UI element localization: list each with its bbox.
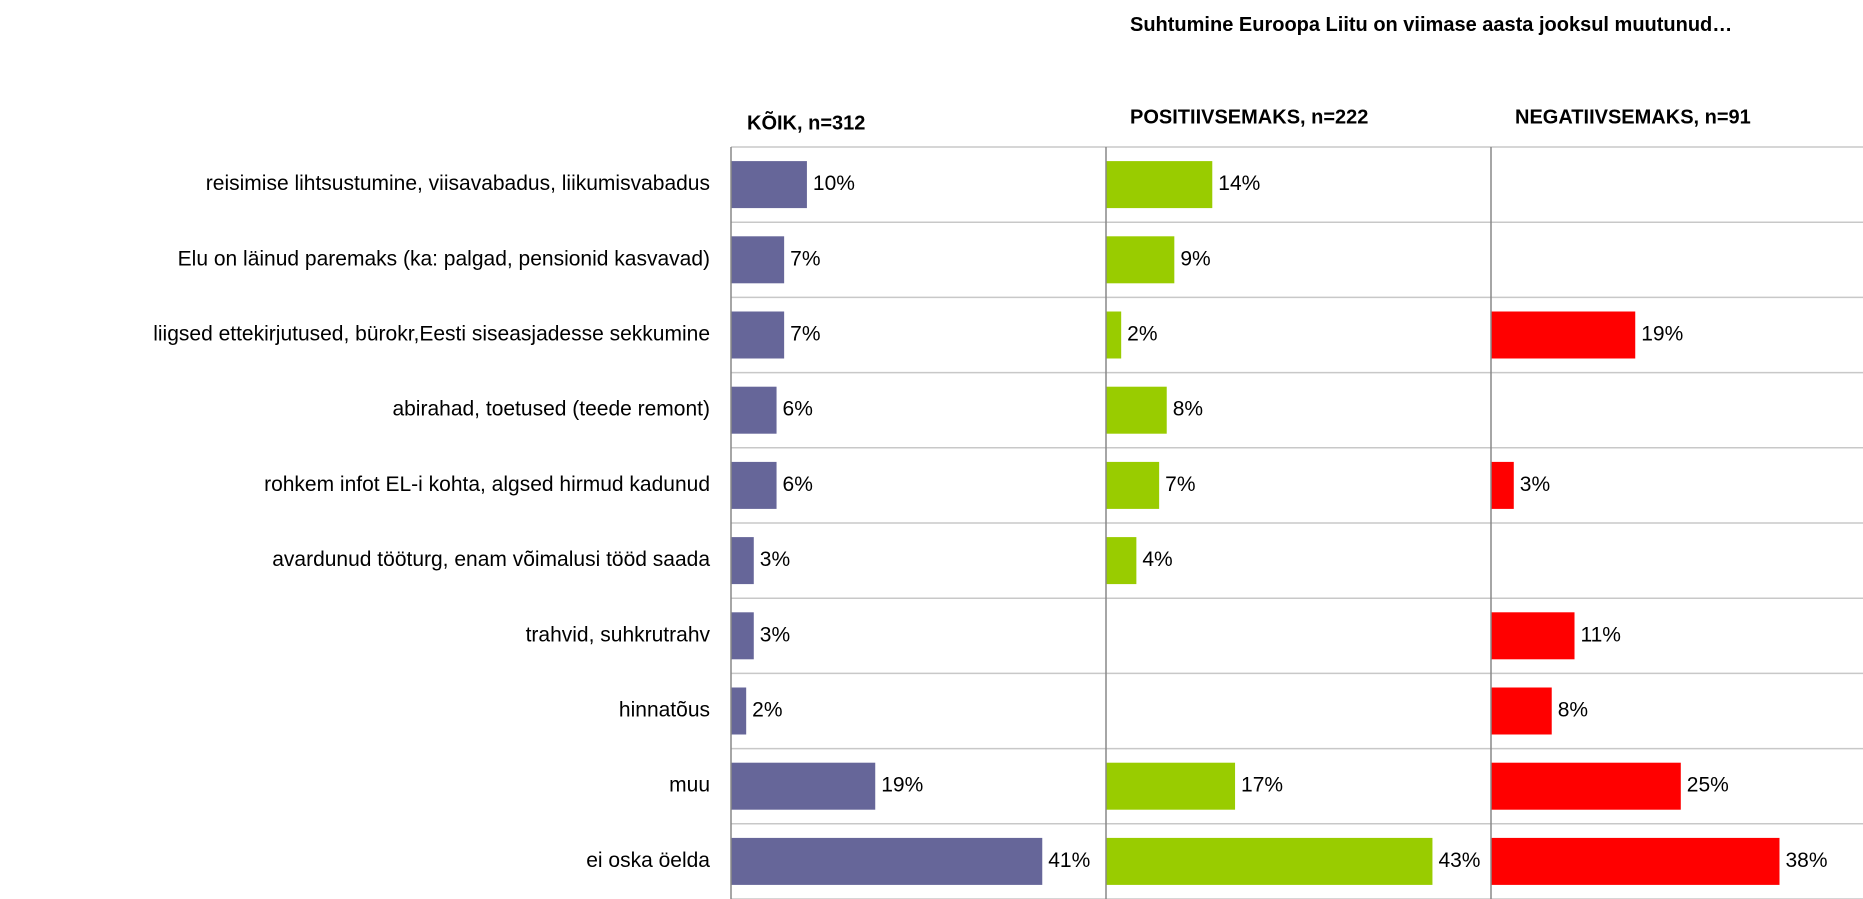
bar [731, 236, 785, 284]
value-label: 43% [1438, 849, 1480, 872]
value-label: 8% [1558, 699, 1588, 722]
bar [1491, 837, 1780, 885]
bar [731, 537, 754, 585]
bar [731, 837, 1043, 885]
bar [1491, 461, 1514, 509]
bar [731, 762, 876, 810]
value-label: 9% [1180, 247, 1210, 270]
bar [1106, 537, 1137, 585]
category-label: reisimise lihtsustumine, viisavabadus, l… [206, 172, 710, 195]
bar [1106, 461, 1160, 509]
category-label: trahvid, suhkrutrahv [526, 623, 711, 646]
value-label: 8% [1173, 398, 1203, 421]
category-label: abirahad, toetused (teede remont) [392, 398, 710, 421]
bar [1106, 161, 1213, 209]
value-label: 2% [1127, 323, 1157, 346]
value-label: 7% [1165, 473, 1195, 496]
value-label: 38% [1785, 849, 1827, 872]
value-label: 19% [881, 774, 923, 797]
category-label: hinnatõus [619, 699, 710, 722]
bar [731, 386, 777, 434]
category-label: ei oska öelda [586, 849, 710, 872]
panel-title: KÕIK, n=312 [747, 110, 865, 134]
bar [731, 461, 777, 509]
value-label: 17% [1241, 774, 1283, 797]
bar [1106, 236, 1175, 284]
bar [731, 687, 747, 735]
value-label: 4% [1142, 548, 1172, 571]
value-label: 3% [760, 623, 790, 646]
category-label: avardunud tööturg, enam võimalusi tööd s… [272, 548, 710, 571]
value-label: 11% [1581, 623, 1621, 646]
category-label: rohkem infot EL-i kohta, algsed hirmud k… [264, 473, 710, 496]
value-label: 6% [783, 473, 813, 496]
value-label: 6% [783, 398, 813, 421]
bar [1106, 762, 1236, 810]
panel-title: POSITIIVSEMAKS, n=222 [1130, 106, 1368, 128]
bar [1491, 762, 1681, 810]
bar [731, 612, 754, 660]
value-label: 2% [752, 699, 782, 722]
bar [1491, 612, 1575, 660]
category-label: Elu on läinud paremaks (ka: palgad, pens… [178, 247, 710, 270]
value-label: 25% [1687, 774, 1729, 797]
value-label: 41% [1048, 849, 1090, 872]
value-label: 3% [1520, 473, 1550, 496]
value-label: 7% [790, 247, 820, 270]
value-label: 19% [1641, 323, 1683, 346]
bar [1106, 837, 1433, 885]
category-label: liigsed ettekirjutused, bürokr,Eesti sis… [153, 323, 710, 346]
chart-header: Suhtumine Euroopa Liitu on viimase aasta… [1130, 14, 1733, 36]
bar [1106, 386, 1167, 434]
panel-title: NEGATIIVSEMAKS, n=91 [1515, 106, 1751, 128]
value-label: 3% [760, 548, 790, 571]
category-label: muu [669, 774, 710, 797]
value-label: 14% [1218, 172, 1260, 195]
bar [731, 161, 807, 209]
bar [1491, 311, 1636, 359]
value-label: 10% [813, 172, 855, 195]
bar [1491, 687, 1552, 735]
value-label: 7% [790, 323, 820, 346]
bar [731, 311, 785, 359]
bar [1106, 311, 1122, 359]
